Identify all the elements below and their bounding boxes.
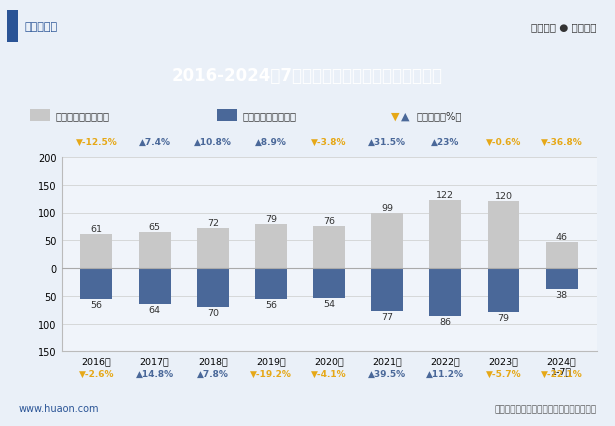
Text: ▼-19.2%: ▼-19.2%	[250, 369, 292, 378]
Text: ▼-4.1%: ▼-4.1%	[311, 369, 347, 378]
Text: ▲: ▲	[401, 111, 410, 121]
Text: 122: 122	[436, 191, 454, 200]
Text: 76: 76	[323, 216, 335, 225]
Bar	[488, 268, 520, 312]
Bar	[138, 232, 170, 268]
Text: ▼-12.5%: ▼-12.5%	[76, 138, 117, 147]
Text: 77: 77	[381, 312, 393, 321]
Bar	[197, 228, 229, 268]
Text: ▲11.2%: ▲11.2%	[426, 369, 464, 378]
Text: 同比增速（%）: 同比增速（%）	[417, 111, 462, 121]
Text: ▲10.8%: ▲10.8%	[194, 138, 232, 147]
Text: ▼-2.6%: ▼-2.6%	[79, 369, 114, 378]
Text: 46: 46	[556, 233, 568, 242]
Bar	[81, 268, 113, 299]
Text: ▼: ▼	[391, 111, 400, 121]
Bar	[138, 268, 170, 304]
Bar	[313, 268, 345, 298]
Text: 64: 64	[149, 305, 161, 314]
Bar	[7, 11, 18, 43]
Bar	[30, 110, 50, 122]
Text: ▼-0.6%: ▼-0.6%	[486, 138, 521, 147]
Bar	[371, 213, 403, 268]
Text: 2016-2024年7月江西省外商投资企业进、出口额: 2016-2024年7月江西省外商投资企业进、出口额	[172, 66, 443, 85]
Text: 华经情报网: 华经情报网	[25, 22, 58, 32]
Text: 86: 86	[439, 317, 451, 326]
Text: ▼-5.7%: ▼-5.7%	[486, 369, 522, 378]
Text: 79: 79	[498, 313, 509, 322]
Text: ▲8.9%: ▲8.9%	[255, 138, 287, 147]
Bar	[255, 268, 287, 299]
Text: 61: 61	[90, 225, 102, 233]
Bar	[429, 201, 461, 268]
Bar	[217, 110, 237, 122]
Text: 70: 70	[207, 308, 219, 317]
Bar	[488, 202, 520, 268]
Bar	[255, 225, 287, 268]
Bar	[197, 268, 229, 307]
Text: ▼-3.8%: ▼-3.8%	[311, 138, 347, 147]
Text: 54: 54	[323, 299, 335, 308]
Text: 99: 99	[381, 204, 393, 213]
Text: 72: 72	[207, 219, 219, 227]
Text: 专业严谨 ● 客观科学: 专业严谨 ● 客观科学	[531, 22, 597, 32]
Text: ▲14.8%: ▲14.8%	[135, 369, 173, 378]
Bar	[546, 268, 577, 289]
Text: ▼-36.8%: ▼-36.8%	[541, 138, 582, 147]
Text: www.huaon.com: www.huaon.com	[18, 403, 99, 413]
Bar	[546, 243, 577, 268]
Text: 56: 56	[265, 300, 277, 309]
Text: 进口总额（亿美元）: 进口总额（亿美元）	[242, 111, 296, 121]
Text: ▲23%: ▲23%	[431, 138, 459, 147]
Text: ▲31.5%: ▲31.5%	[368, 138, 406, 147]
Text: ▲39.5%: ▲39.5%	[368, 369, 407, 378]
Bar	[371, 268, 403, 311]
Text: 资料来源：中国海关；华经产业研究院整理: 资料来源：中国海关；华经产业研究院整理	[494, 404, 597, 413]
Text: 120: 120	[494, 192, 512, 201]
Text: 38: 38	[555, 291, 568, 299]
Bar	[429, 268, 461, 316]
Text: 79: 79	[265, 215, 277, 224]
Text: ▲7.4%: ▲7.4%	[138, 138, 170, 147]
Bar	[313, 226, 345, 268]
Text: ▼-22.1%: ▼-22.1%	[541, 369, 582, 378]
Text: 56: 56	[90, 300, 102, 309]
Bar	[81, 235, 113, 268]
Text: 65: 65	[149, 222, 161, 231]
Text: 出口总额（亿美元）: 出口总额（亿美元）	[56, 111, 109, 121]
Text: ▲7.8%: ▲7.8%	[197, 369, 229, 378]
